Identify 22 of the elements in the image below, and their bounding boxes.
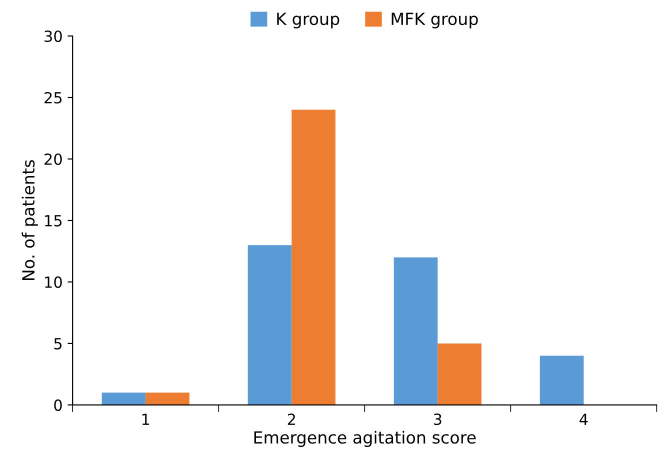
x-tick-label: 3 xyxy=(434,414,442,426)
x-tick-label: 4 xyxy=(580,414,588,425)
bar xyxy=(394,257,438,405)
bar xyxy=(102,392,146,405)
x-tick-label: 2 xyxy=(288,414,295,425)
legend-label: MFK group xyxy=(392,12,478,28)
bar xyxy=(438,343,482,405)
legend-label: K group xyxy=(277,12,340,28)
bar xyxy=(146,392,190,405)
bar xyxy=(248,245,292,405)
y-tick-label: 10 xyxy=(45,276,62,288)
y-tick-label: 0 xyxy=(54,399,62,411)
bar xyxy=(292,110,336,405)
x-axis-title: Emergence agitation score xyxy=(254,430,476,447)
y-tick-label: 30 xyxy=(44,30,62,42)
y-tick-label: 5 xyxy=(54,338,62,350)
bar xyxy=(540,356,584,405)
y-axis-title: No. of patients xyxy=(22,160,38,280)
y-tick-label: 20 xyxy=(44,153,62,166)
y-tick-label: 15 xyxy=(45,215,62,226)
y-tick-label: 25 xyxy=(44,92,62,104)
x-tick-label: 1 xyxy=(142,414,150,425)
